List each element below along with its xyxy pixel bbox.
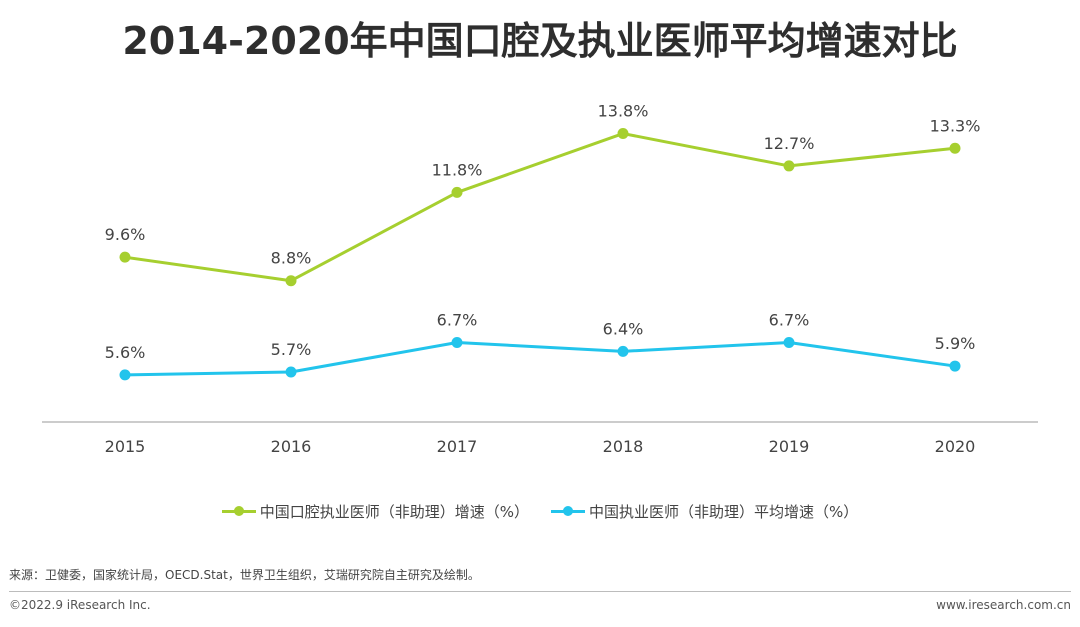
legend-swatch-physician [551,504,585,518]
data-label-physician-2016: 5.7% [271,340,312,359]
source-note: 来源：卫健委，国家统计局，OECD.Stat，世界卫生组织，艾瑞研究院自主研究及… [9,568,480,582]
legend-swatch-dental [221,504,256,518]
data-label-dental-2017: 11.8% [432,160,483,179]
data-point-physician-2018 [617,345,629,357]
legend-item-dental: 中国口腔执业医师（非助理）增速（%） [221,501,529,522]
copyright-text: ©2022.9 iResearch Inc. [9,598,151,612]
legend-label-physician: 中国执业医师（非助理）平均增速（%） [589,502,859,521]
data-label-dental-2018: 13.8% [598,102,649,121]
data-point-dental-2015 [119,251,131,263]
chart-title: 2014-2020年中国口腔及执业医师平均增速对比 [122,19,958,63]
data-point-physician-2015 [119,369,131,381]
data-point-physician-2020 [949,360,961,372]
footer-divider [9,591,1071,592]
data-label-physician-2019: 6.7% [769,311,810,330]
data-point-dental-2018 [617,128,629,140]
data-label-dental-2020: 13.3% [930,116,981,135]
data-point-dental-2017 [451,186,463,198]
legend-label-dental: 中国口腔执业医师（非助理）增速（%） [259,502,529,521]
data-point-dental-2019 [783,160,795,172]
website-url: www.iresearch.com.cn [936,598,1071,612]
data-label-dental-2016: 8.8% [271,249,312,268]
legend-dot-dental [233,506,244,516]
x-tick-label-2017: 2017 [437,437,478,456]
data-point-dental-2020 [949,142,961,154]
chart-legend: 中国口腔执业医师（非助理）增速（%） 中国执业医师（非助理）平均增速（%） [0,498,1080,524]
data-label-physician-2015: 5.6% [105,343,146,362]
data-point-dental-2016 [285,275,297,287]
x-tick-label-2016: 2016 [271,437,312,456]
x-tick-label-2019: 2019 [769,437,810,456]
legend-dot-physician [563,506,573,516]
series-line-dental [124,132,956,283]
data-point-physician-2019 [783,337,795,349]
data-label-dental-2019: 12.7% [764,134,815,153]
data-label-physician-2020: 5.9% [935,334,976,353]
legend-item-physician: 中国执业医师（非助理）平均增速（%） [551,501,858,522]
data-point-physician-2016 [285,366,297,378]
data-label-physician-2018: 6.4% [603,319,644,338]
x-tick-label-2015: 2015 [105,437,146,456]
data-label-physician-2017: 6.7% [437,311,478,330]
series-line-physician [124,341,956,377]
x-tick-label-2018: 2018 [603,437,644,456]
x-tick-label-2020: 2020 [935,437,976,456]
data-point-physician-2017 [451,337,463,349]
data-label-dental-2015: 9.6% [105,225,146,244]
